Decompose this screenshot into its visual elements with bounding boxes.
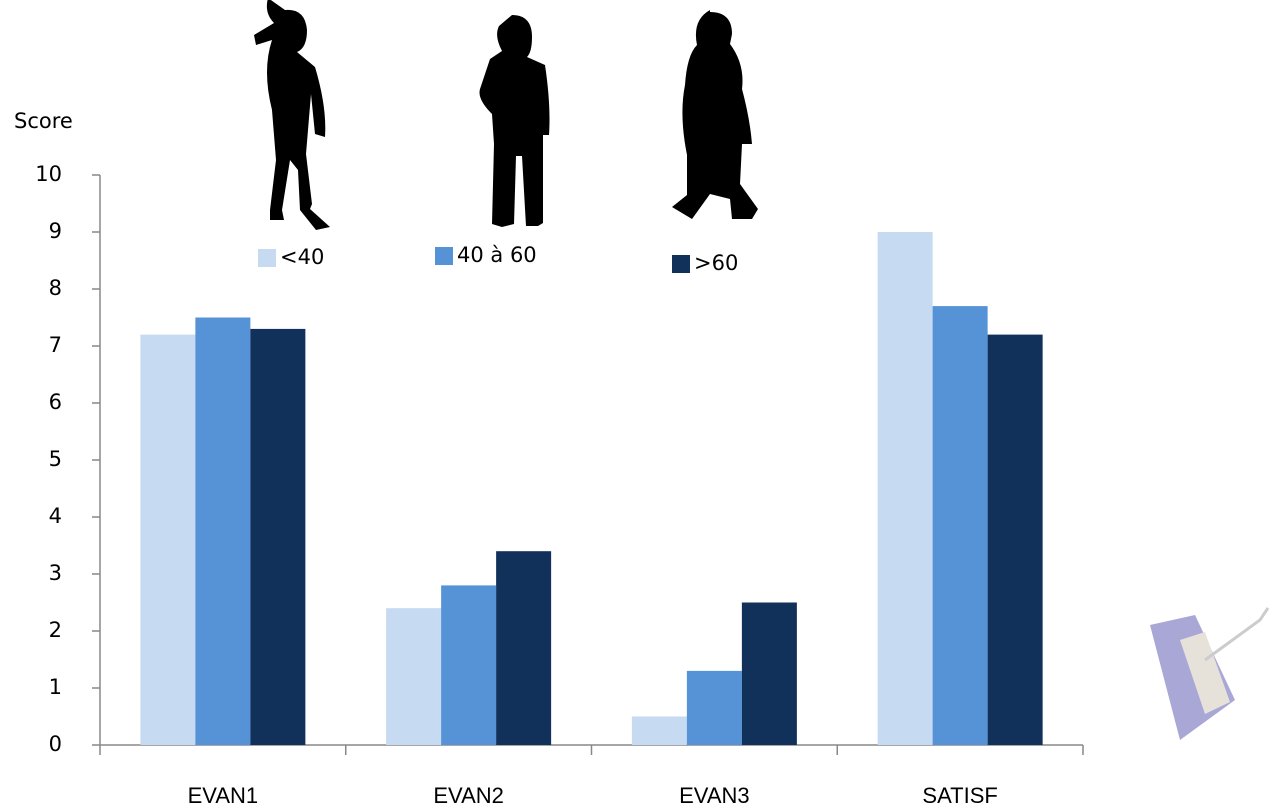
silhouette-middle [479, 15, 550, 227]
y-tick-label: 3 [49, 561, 62, 585]
silhouettes [254, 0, 758, 230]
silhouette-young [254, 0, 330, 230]
y-tick-label: 1 [49, 675, 62, 699]
device-body [1150, 615, 1235, 740]
bar [441, 585, 497, 745]
y-tick-label: 0 [49, 732, 62, 756]
y-tick-label: 8 [49, 276, 62, 300]
y-tick-label: 7 [49, 333, 62, 357]
bar [987, 334, 1043, 745]
bar [250, 328, 306, 745]
bar [877, 232, 933, 745]
device-image [1150, 607, 1270, 740]
x-tick-label: EVAN2 [433, 783, 504, 808]
y-tick-label: 5 [49, 447, 62, 471]
legend-label: <40 [280, 245, 324, 269]
legend-swatch [435, 247, 453, 265]
device-arm [1204, 607, 1270, 662]
x-tick-label: EVAN3 [679, 783, 750, 808]
y-tick-label: 4 [49, 504, 62, 528]
y-tick-label: 2 [49, 618, 62, 642]
legend-label: 40 à 60 [457, 243, 537, 267]
bar [386, 608, 442, 745]
bar [741, 602, 797, 745]
bar [686, 670, 742, 745]
bar [932, 306, 988, 745]
legend-swatch [258, 249, 276, 267]
bar [140, 334, 196, 745]
device-panel [1180, 632, 1230, 714]
y-tick-label: 6 [49, 390, 62, 414]
bar [195, 317, 251, 745]
y-axis-label: Score [14, 109, 73, 133]
silhouette-old [672, 10, 758, 219]
x-tick-label: SATISF [922, 783, 997, 808]
bar [496, 551, 552, 745]
x-tick-label: EVAN1 [188, 783, 259, 808]
y-tick-label: 10 [35, 162, 62, 186]
legend-swatch [672, 255, 690, 273]
y-tick-label: 9 [49, 219, 62, 243]
bar [631, 716, 687, 745]
legend-label: >60 [694, 251, 738, 275]
